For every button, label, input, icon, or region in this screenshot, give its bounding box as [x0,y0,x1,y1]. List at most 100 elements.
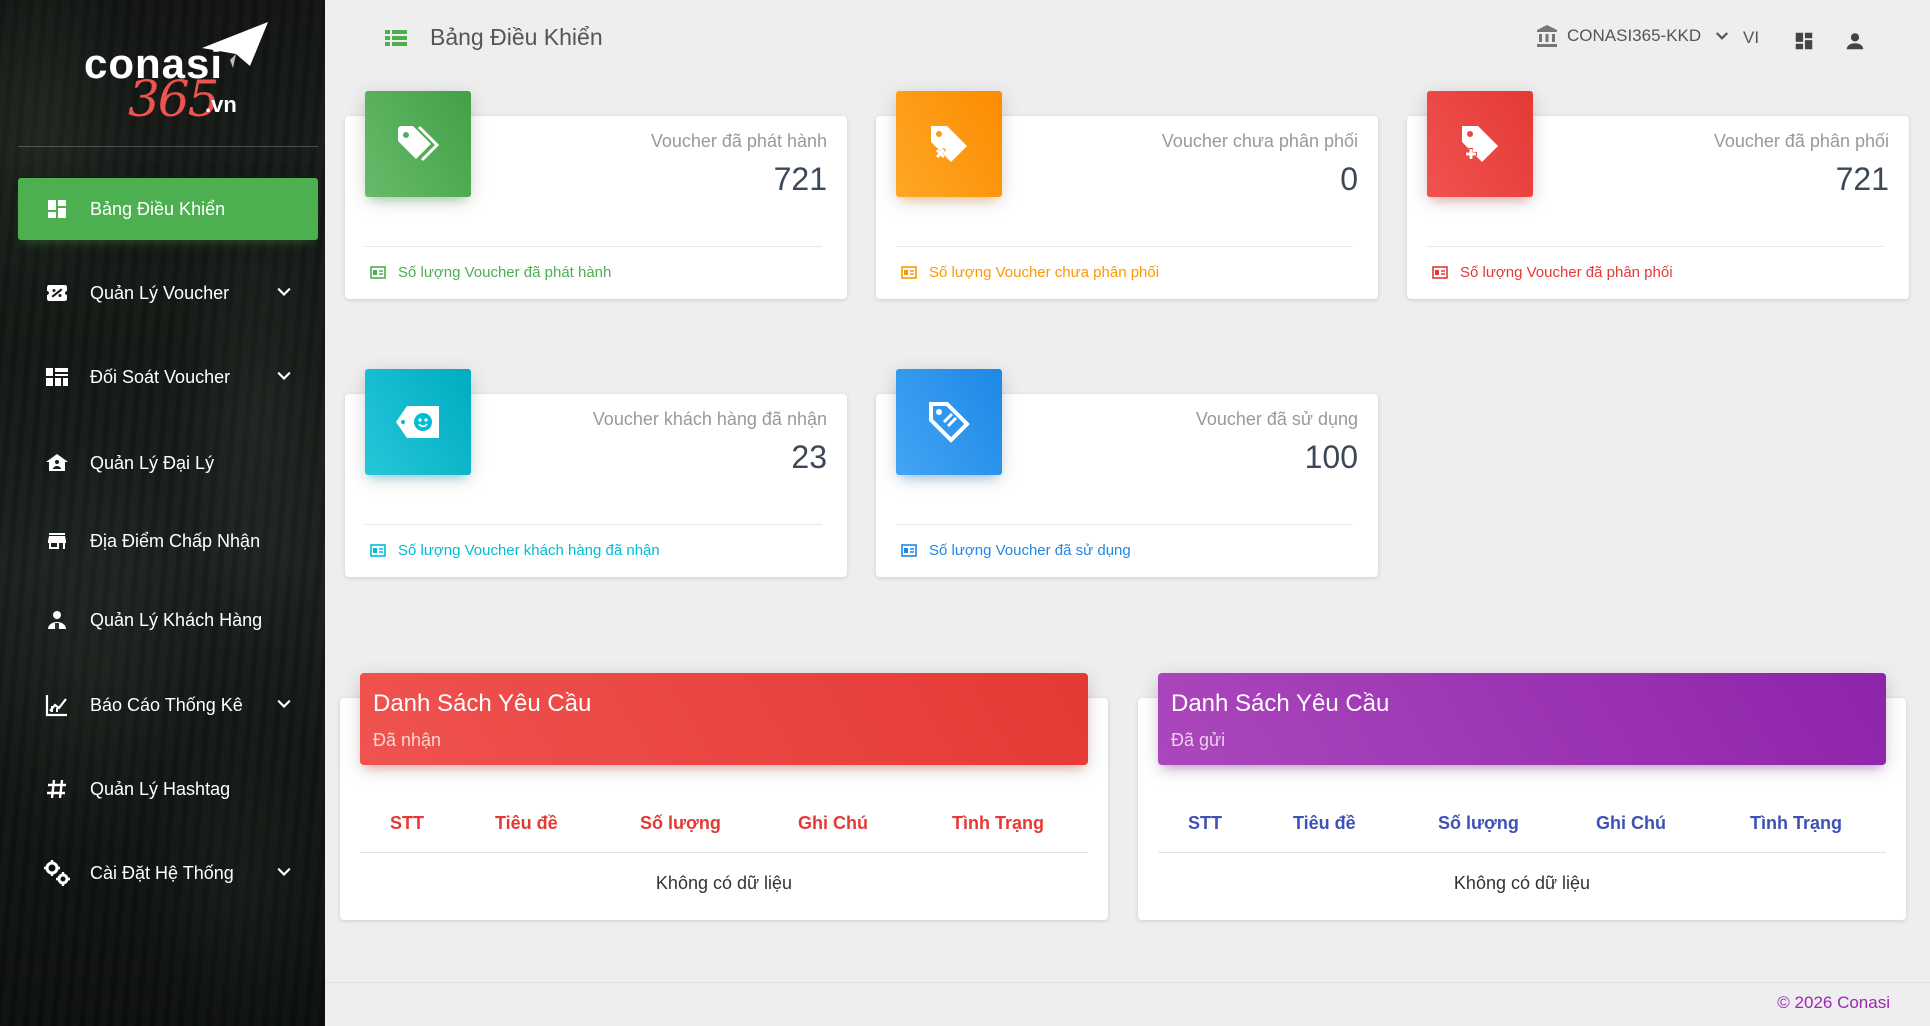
column-header[interactable]: Tiêu đề [1293,813,1356,833]
stat-label: Voucher chưa phân phối [1161,131,1358,151]
table-subtitle: Đã gửi [1171,730,1226,750]
stat-value: 100 [1304,439,1358,475]
dashboard-icon[interactable] [1793,30,1815,57]
table-title: Danh Sách Yêu Cầu [1171,690,1390,717]
column-header[interactable]: Số lượng [1438,813,1519,833]
brand-logo[interactable]: conasi 365 .vn [80,20,268,130]
stat-value: 721 [773,161,827,197]
stat-label: Voucher khách hàng đã nhận [592,409,827,429]
copyright-text: © 2026 Conasi [1777,993,1890,1012]
table-header-card: Danh Sách Yêu Cầu Đã nhận [360,673,1088,765]
divider [1427,246,1884,247]
sidebar-item-label: Địa Điểm Chấp Nhận [90,530,261,551]
stat-footer-text: Số lượng Voucher khách hàng đã nhận [398,542,660,559]
stat-footer: Số lượng Voucher đã phát hành [370,264,611,281]
chart-icon [42,690,72,720]
stat-card-issued: Voucher đã phát hành 721 Số lượng Vouche… [345,91,847,299]
stat-value: 0 [1340,161,1358,197]
sidebar-item-label: Báo Cáo Thống Kê [90,694,243,715]
sidebar-item-label: Đối Soát Voucher [90,366,231,387]
stat-footer-text: Số lượng Voucher chưa phân phối [929,264,1160,281]
sidebar-item-hashtag[interactable]: Quản Lý Hashtag [18,758,318,820]
sidebar-divider [18,146,318,147]
stat-value: 23 [791,439,827,475]
empty-state-text: Không có dữ liệu [1453,873,1591,893]
logo-word-365: 365 [128,70,219,128]
stat-footer-text: Số lượng Voucher đã phát hành [398,264,612,281]
tags-icon [365,91,471,197]
stat-label: Voucher đã phân phối [1713,131,1889,151]
stat-footer: Số lượng Voucher khách hàng đã nhận [370,542,660,559]
stat-footer: Số lượng Voucher đã sử dụng [901,542,1131,559]
tag-plus-icon [1427,91,1533,197]
bank-icon [1537,25,1557,47]
top-navbar: Bảng Điều Khiển CONASI365-KKD VI [325,0,1930,80]
column-header[interactable]: Ghi Chú [1596,813,1666,833]
hashtag-icon [42,774,72,804]
sidebar-item-label: Quản Lý Khách Hàng [90,609,263,630]
request-table-received: Danh Sách Yêu Cầu Đã nhận STT Tiêu đề Số… [340,673,1108,920]
sidebar-item-label: Bảng Điều Khiển [90,198,226,219]
chevron-down-icon[interactable] [274,694,294,714]
sidebar-item-voucher[interactable]: Quản Lý Voucher [18,262,318,324]
column-header[interactable]: Số lượng [640,813,721,833]
stat-footer: Số lượng Voucher chưa phân phối [901,264,1159,281]
sidebar-item-label: Quản Lý Hashtag [90,778,231,799]
settings-icon [42,858,72,888]
user-icon[interactable] [1844,30,1866,57]
id-card-icon [370,266,386,279]
sidebar-item-settings[interactable]: Cài Đặt Hệ Thống [18,842,318,904]
customer-icon [42,605,72,635]
chevron-down-icon[interactable] [274,862,294,882]
column-header[interactable]: Tình Trạng [952,813,1044,833]
stat-card-undistributed: Voucher chưa phân phối 0 Số lượng Vouche… [876,91,1378,299]
footer-divider [325,982,1930,983]
id-card-icon [901,544,917,557]
stat-footer: Số lượng Voucher đã phân phối [1432,264,1673,281]
divider [365,524,822,525]
logo-word-conasi: conasi [84,40,224,87]
request-table-sent: Danh Sách Yêu Cầu Đã gửi STT Tiêu đề Số … [1138,673,1906,920]
divider [896,246,1353,247]
chevron-down-icon [1716,32,1729,40]
table-icon [42,362,72,392]
sidebar-item-reconcile[interactable]: Đối Soát Voucher [18,346,318,408]
column-header[interactable]: STT [1188,813,1222,833]
column-header[interactable]: Tình Trạng [1750,813,1842,833]
stat-value: 721 [1835,161,1889,197]
language-selector[interactable]: VI [1743,28,1759,48]
dashboard-icon [42,194,72,224]
stat-footer-text: Số lượng Voucher đã sử dụng [929,542,1131,559]
stat-card-received: Voucher khách hàng đã nhận 23 Số lượng V… [345,369,847,577]
table-header-card: Danh Sách Yêu Cầu Đã gửi [1158,673,1886,765]
tag-smile-icon [365,369,471,475]
tag-remove-icon [896,91,1002,197]
table-column-headers: STT Tiêu đề Số lượng Ghi Chú Tình Trạng [360,803,1088,853]
stat-label: Voucher đã phát hành [650,131,827,151]
home-icon [42,448,72,478]
empty-state-text: Không có dữ liệu [655,873,793,893]
account-selector[interactable]: CONASI365-KKD [1535,24,1731,48]
id-card-icon [370,544,386,557]
column-header[interactable]: STT [390,813,424,833]
table-subtitle: Đã nhận [373,730,442,750]
store-icon [42,526,72,556]
sidebar-item-label: Quản Lý Đại Lý [90,452,215,473]
chevron-down-icon[interactable] [274,366,294,386]
column-header[interactable]: Ghi Chú [798,813,868,833]
column-header[interactable]: Tiêu đề [495,813,558,833]
language-label: VI [1743,28,1760,47]
stat-card-used: Voucher đã sử dụng 100 Số lượng Voucher … [876,369,1378,577]
sidebar-item-agency[interactable]: Quản Lý Đại Lý [18,432,318,494]
stat-label: Voucher đã sử dụng [1195,409,1358,429]
sidebar-item-reports[interactable]: Báo Cáo Thống Kê [18,674,318,736]
table-column-headers: STT Tiêu đề Số lượng Ghi Chú Tình Trạng [1158,803,1886,853]
sidebar-item-dashboard[interactable]: Bảng Điều Khiển [18,178,318,240]
account-name: CONASI365-KKD [1567,26,1702,45]
list-menu-icon[interactable] [385,28,407,53]
sidebar-item-customers[interactable]: Quản Lý Khách Hàng [18,589,318,651]
chevron-down-icon[interactable] [274,282,294,302]
table-title: Danh Sách Yêu Cầu [373,690,592,717]
stat-card-distributed: Voucher đã phân phối 721 Số lượng Vouche… [1407,91,1909,299]
sidebar-item-locations[interactable]: Địa Điểm Chấp Nhận [18,510,318,572]
